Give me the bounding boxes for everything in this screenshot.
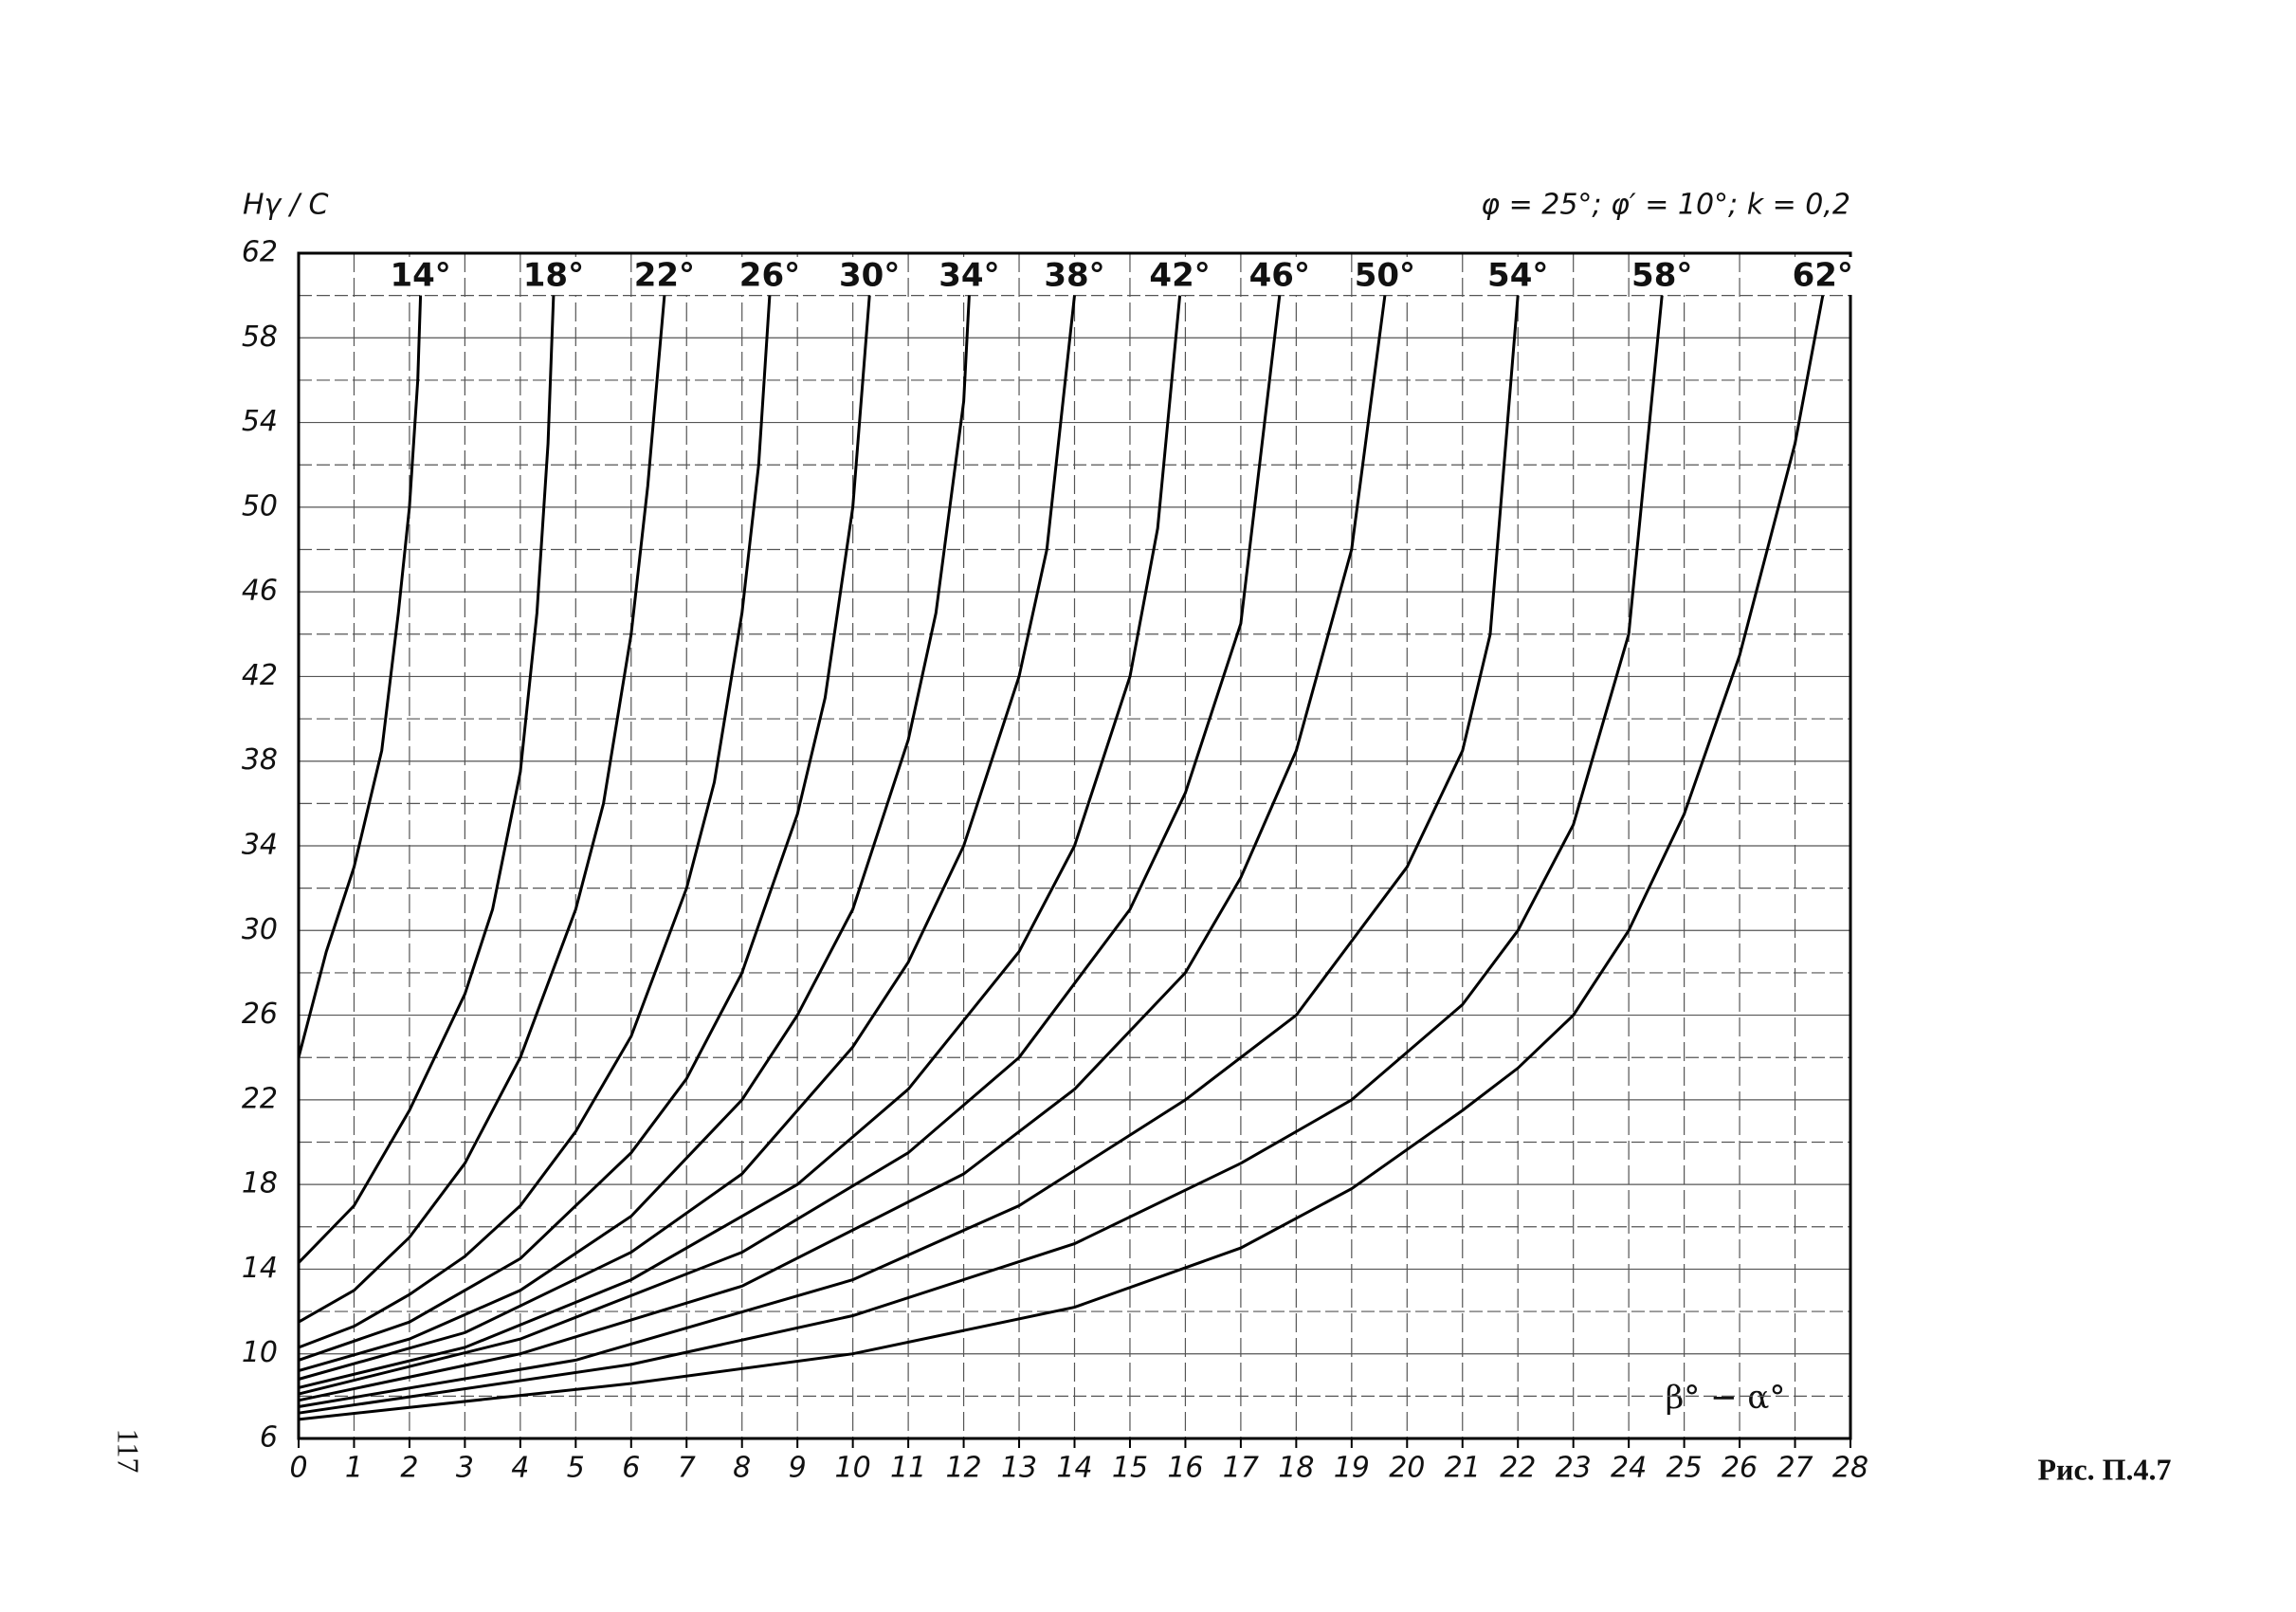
y-tick-label: 6 — [260, 1421, 278, 1455]
series-label: 58° — [1631, 257, 1692, 295]
label-bg — [1042, 257, 1107, 295]
y-tick-label: 30 — [242, 913, 278, 946]
x-tick-label: 15 — [1112, 1452, 1148, 1485]
x-tick-label: 26 — [1722, 1452, 1758, 1485]
x-tick-label: 18 — [1278, 1452, 1314, 1485]
x-tick-label: 0 — [289, 1452, 307, 1485]
y-tick-label: 46 — [242, 575, 278, 608]
page-number: 117 — [112, 1429, 146, 1474]
curve — [298, 295, 772, 1349]
y-tick-label: 18 — [242, 1167, 278, 1200]
y-tick-label: 58 — [242, 321, 278, 354]
curve — [298, 295, 1076, 1381]
label-bg — [520, 257, 586, 295]
label-bg — [1147, 257, 1212, 295]
label-bg — [1352, 257, 1417, 295]
x-title-bg — [1649, 1377, 1801, 1420]
x-tick-label: 17 — [1223, 1452, 1259, 1485]
curve — [298, 295, 1182, 1389]
y-tick-label: 34 — [242, 829, 278, 862]
series-label: 46° — [1249, 257, 1310, 295]
x-tick-label: 5 — [567, 1452, 585, 1485]
x-tick-label: 28 — [1832, 1452, 1868, 1485]
x-tick-label: 13 — [1001, 1452, 1037, 1485]
x-tick-label: 11 — [890, 1452, 926, 1485]
x-tick-label: 12 — [945, 1452, 981, 1485]
x-tick-label: 27 — [1777, 1452, 1813, 1485]
x-tick-label: 19 — [1334, 1452, 1370, 1485]
y-tick-label: 22 — [242, 1082, 278, 1115]
series-label: 18° — [523, 257, 584, 295]
label-bg — [937, 257, 1002, 295]
series-label: 26° — [739, 257, 800, 295]
series-label: 30° — [839, 257, 900, 295]
label-bg — [737, 257, 802, 295]
x-tick-label: 8 — [733, 1452, 751, 1485]
y-tick-label: 42 — [242, 659, 278, 692]
y-tick-label: 54 — [242, 405, 278, 438]
series-label: 38° — [1044, 257, 1104, 295]
x-tick-label: 4 — [511, 1452, 529, 1485]
x-tick-label: 21 — [1445, 1452, 1481, 1485]
curve — [298, 295, 1282, 1396]
label-bg — [631, 257, 697, 295]
curve — [298, 295, 971, 1373]
x-tick-label: 14 — [1056, 1452, 1092, 1485]
x-tick-label: 24 — [1611, 1452, 1647, 1485]
series-label: 42° — [1149, 257, 1210, 295]
y-tick-label: 38 — [242, 743, 278, 777]
x-tick-label: 3 — [456, 1452, 474, 1485]
curve — [298, 295, 1664, 1415]
label-bg — [1485, 257, 1551, 295]
x-tick-label: 10 — [835, 1452, 871, 1485]
label-bg — [837, 257, 902, 295]
label-bg — [1790, 257, 1855, 295]
y-axis-title: Hγ / C — [243, 189, 328, 222]
label-bg — [1247, 257, 1312, 295]
x-tick-label: 25 — [1667, 1452, 1703, 1485]
curve — [298, 295, 1825, 1421]
plot-frame — [297, 251, 1852, 1440]
x-tick-label: 6 — [622, 1452, 640, 1485]
label-bg — [388, 257, 453, 295]
caption: Рис. П.4.7 — [2037, 1452, 2171, 1486]
y-tick-label: 50 — [242, 489, 278, 522]
x-tick-label: 1 — [345, 1452, 363, 1485]
curve — [298, 295, 666, 1324]
curve — [298, 295, 871, 1362]
x-axis-title: β° − α° — [1666, 1379, 1786, 1417]
curve — [297, 295, 423, 1058]
series-label: 62° — [1793, 257, 1853, 295]
x-tick-label: 16 — [1167, 1452, 1203, 1485]
series-label: 34° — [938, 257, 999, 295]
series-label: 54° — [1487, 257, 1548, 295]
y-tick-label: 10 — [242, 1336, 278, 1369]
curve — [298, 295, 1520, 1408]
label-bg — [1630, 257, 1695, 295]
subtitle: φ = 25°; φ′ = 10°; k = 0,2 — [1481, 189, 1850, 222]
y-tick-label: 26 — [242, 998, 278, 1031]
curve — [297, 295, 556, 1264]
x-tick-label: 22 — [1500, 1452, 1536, 1485]
x-tick-label: 9 — [789, 1452, 807, 1485]
x-tick-label: 7 — [678, 1452, 696, 1485]
y-tick-label: 62 — [242, 236, 278, 269]
y-tick-label: 14 — [242, 1252, 278, 1285]
curve — [298, 295, 1387, 1402]
x-tick-label: 20 — [1389, 1452, 1425, 1485]
series-label: 22° — [634, 257, 695, 295]
x-tick-label: 23 — [1556, 1452, 1592, 1485]
series-label: 50° — [1355, 257, 1415, 295]
series-label: 14° — [390, 257, 450, 295]
x-tick-label: 2 — [400, 1452, 418, 1485]
